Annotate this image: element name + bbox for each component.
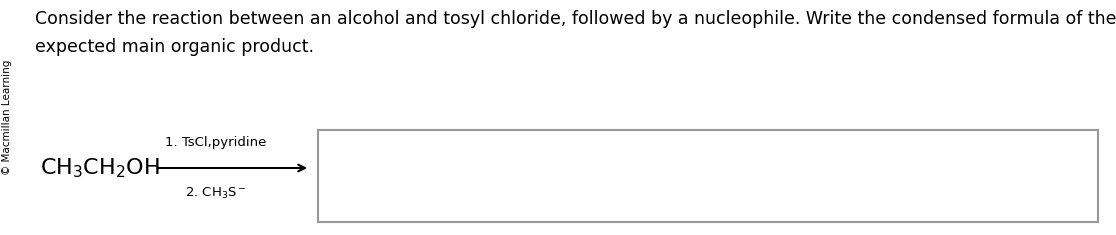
Bar (318, 130, 1098, 222)
Text: © Macmillan Learning: © Macmillan Learning (2, 60, 11, 175)
Text: 1. TsCl,pyridine: 1. TsCl,pyridine (165, 136, 267, 149)
Text: expected main organic product.: expected main organic product. (35, 38, 314, 56)
Text: Consider the reaction between an alcohol and tosyl chloride, followed by a nucle: Consider the reaction between an alcohol… (35, 10, 1116, 28)
Text: 2. CH$_3$S$^-$: 2. CH$_3$S$^-$ (185, 186, 247, 201)
Text: CH$_3$CH$_2$OH: CH$_3$CH$_2$OH (40, 156, 160, 180)
